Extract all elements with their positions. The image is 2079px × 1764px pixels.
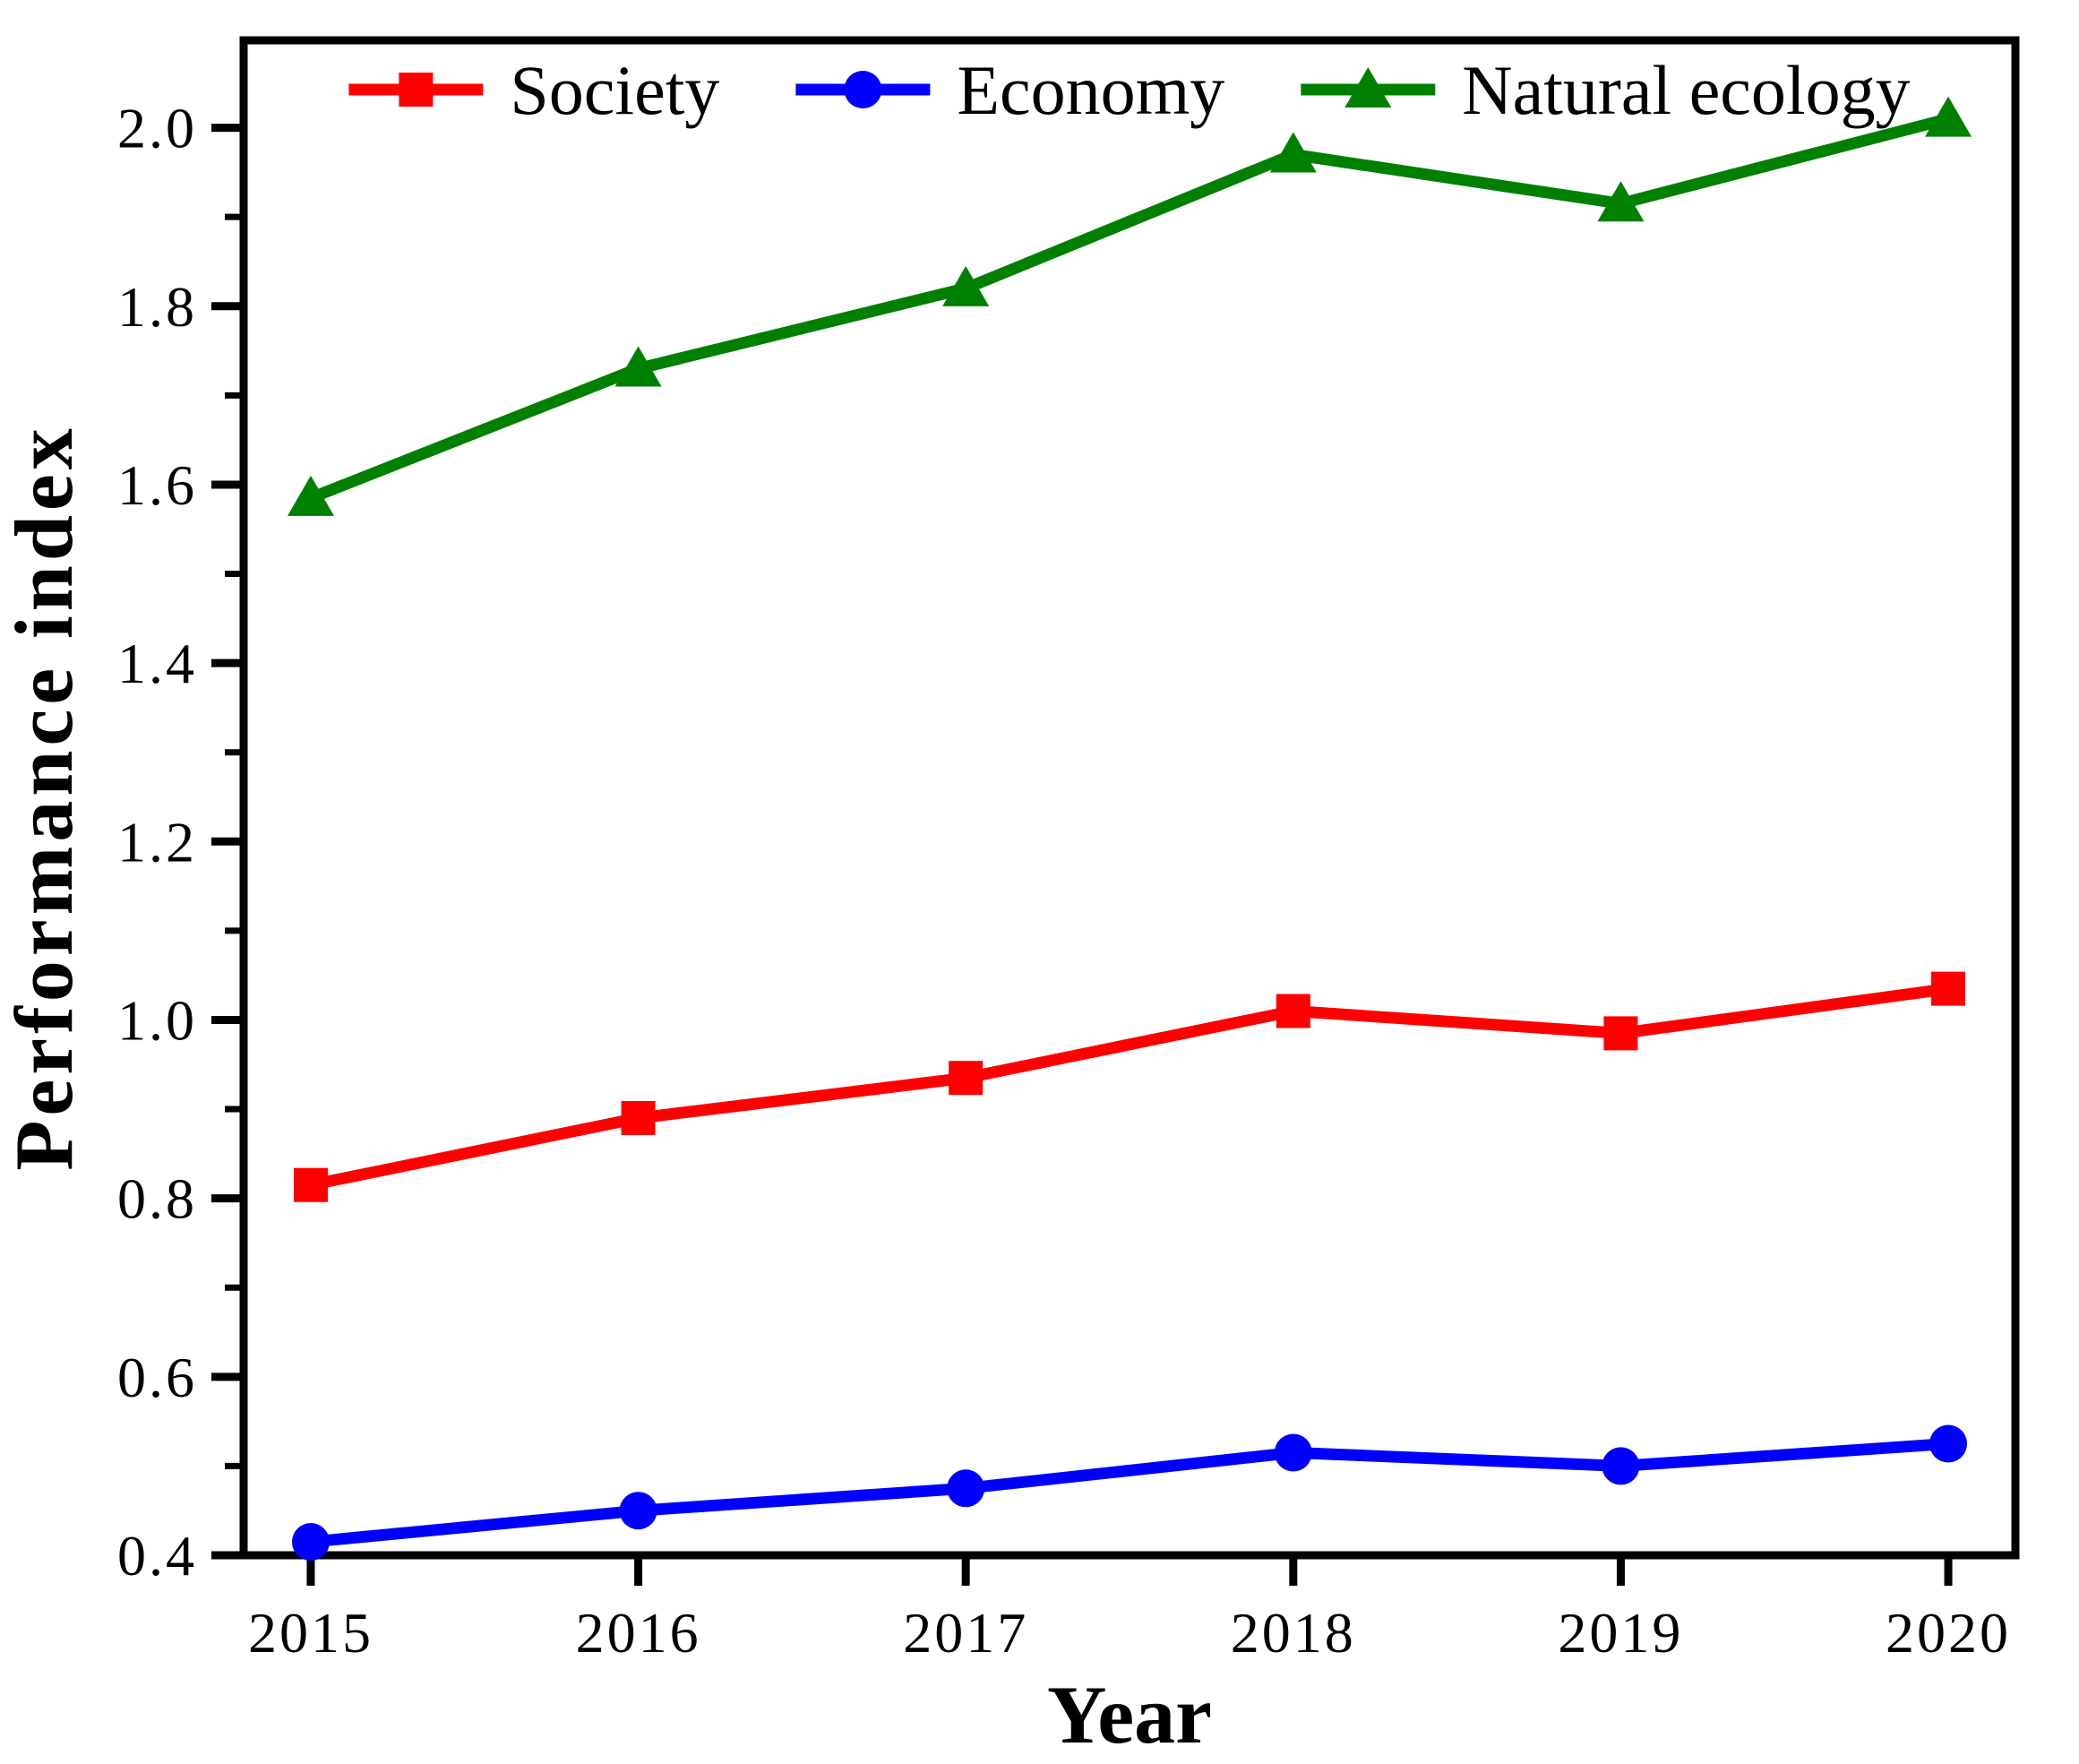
data-point-society-2020 xyxy=(1931,971,1966,1006)
series-line-economy xyxy=(310,1438,1949,1548)
data-point-natural-ecology-2019 xyxy=(1597,181,1645,222)
x-axis-tick-label: 2019 xyxy=(1558,1601,1683,1665)
y-axis-tick-label: 1.2 xyxy=(117,810,197,873)
data-point-society-2019 xyxy=(1603,1016,1638,1051)
data-point-economy-2020 xyxy=(1929,1424,1968,1463)
y-axis-tick-label: 0.6 xyxy=(117,1346,197,1409)
legend-label-economy: Economy xyxy=(957,51,1224,129)
data-point-economy-2016 xyxy=(619,1492,657,1530)
x-axis-tick-label: 2016 xyxy=(576,1601,701,1665)
y-axis-tick-label: 1.8 xyxy=(117,275,197,339)
data-point-society-2017 xyxy=(949,1061,984,1096)
y-axis-tick-label: 0.8 xyxy=(117,1167,197,1231)
legend: Society Economy Natural ecology xyxy=(348,51,1911,129)
series-economy xyxy=(291,1424,1968,1562)
data-point-natural-ecology-2016 xyxy=(614,346,662,387)
y-axis-tick-label: 0.4 xyxy=(117,1524,197,1588)
x-axis-tick-label: 2018 xyxy=(1231,1601,1356,1665)
x-axis-tick-label: 2020 xyxy=(1886,1601,2011,1665)
axis-ticks: 0.4 0.6 0.8 1.0 1.2 1.4 1.6 1.8 2.0 2015 2016 2017 2… xyxy=(117,97,2011,1665)
data-point-natural-ecology-2017 xyxy=(942,265,990,306)
y-axis-tick-label: 2.0 xyxy=(117,97,197,160)
legend-marker-economy xyxy=(844,71,882,108)
x-axis-title: Year xyxy=(1047,1669,1212,1760)
plot-frame xyxy=(239,36,2020,1560)
data-point-economy-2018 xyxy=(1274,1433,1312,1472)
legend-marker-natural-ecology xyxy=(1344,67,1392,108)
series-natural-ecology xyxy=(287,96,1972,516)
legend-item-economy: Economy xyxy=(795,51,1224,129)
legend-item-society: Society xyxy=(348,51,719,129)
series-line-society xyxy=(309,983,1949,1192)
legend-item-natural-ecology: Natural ecology xyxy=(1301,51,1911,129)
data-point-natural-ecology-2018 xyxy=(1269,132,1317,173)
legend-marker-society xyxy=(399,73,434,107)
x-axis-tick-label: 2017 xyxy=(903,1601,1028,1665)
y-axis-tick-label: 1.0 xyxy=(117,988,197,1052)
x-axis-tick-label: 2015 xyxy=(248,1601,374,1665)
y-axis-tick-label: 1.4 xyxy=(117,632,197,695)
data-point-natural-ecology-2020 xyxy=(1925,96,1972,137)
legend-label-natural-ecology: Natural ecology xyxy=(1462,51,1910,129)
data-point-society-2015 xyxy=(293,1167,328,1202)
legend-label-society: Society xyxy=(510,51,719,129)
y-axis-tick-label: 1.6 xyxy=(117,453,197,517)
series-society xyxy=(293,971,1966,1202)
data-point-society-2018 xyxy=(1276,994,1310,1028)
plot-area: 0.4 0.6 0.8 1.0 1.2 1.4 1.6 1.8 2.0 2015 2016 2017 2… xyxy=(117,36,2020,1665)
data-point-economy-2017 xyxy=(947,1469,985,1508)
data-point-natural-ecology-2015 xyxy=(287,475,334,516)
data-point-economy-2019 xyxy=(1602,1447,1640,1485)
y-axis-title: Performance index xyxy=(0,424,90,1171)
data-point-economy-2015 xyxy=(291,1523,330,1562)
series-line-natural-ecology xyxy=(308,113,1950,503)
data-point-society-2016 xyxy=(621,1101,656,1136)
